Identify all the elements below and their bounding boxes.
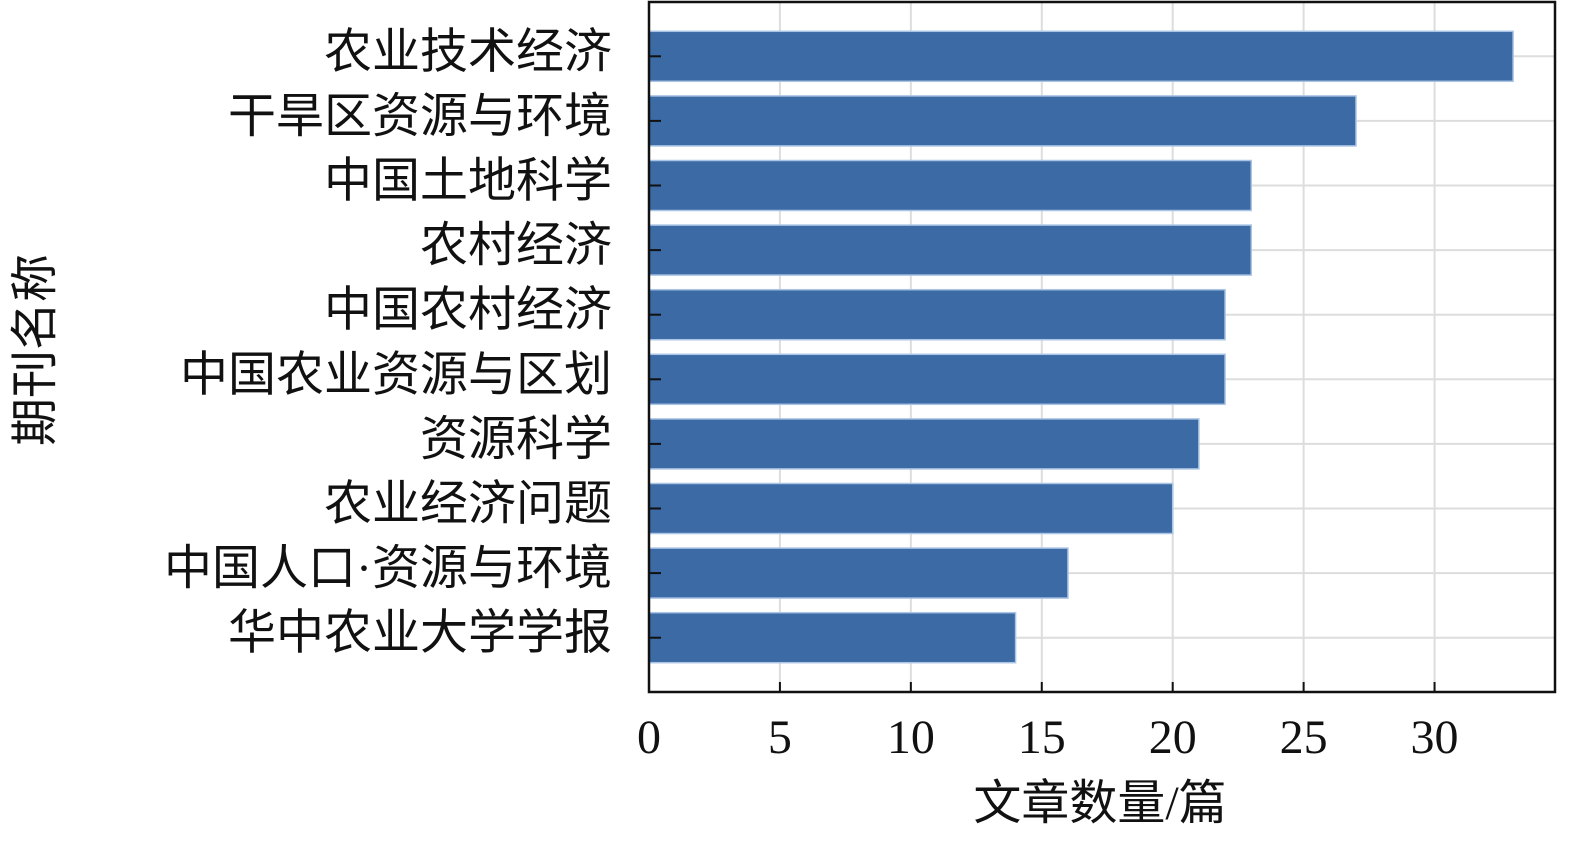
y-tick-label: 农村经济 xyxy=(420,219,612,272)
x-tick-label: 15 xyxy=(1018,711,1066,764)
bar xyxy=(648,159,1253,212)
x-tick-label: 0 xyxy=(637,711,661,764)
bar xyxy=(648,547,1069,599)
x-tick-label: 5 xyxy=(768,711,792,764)
y-tick-label: 中国农业资源与区划 xyxy=(180,348,612,401)
bar xyxy=(648,482,1174,535)
bar xyxy=(648,30,1514,83)
y-tick-label: 中国人口·资源与环境 xyxy=(164,542,612,595)
y-tick-label: 华中农业大学学报 xyxy=(228,607,612,660)
x-tick-label: 20 xyxy=(1149,711,1197,764)
x-tick-label: 30 xyxy=(1411,711,1459,764)
y-tick-label: 中国土地科学 xyxy=(324,155,612,208)
x-axis-label: 文章数量/篇 xyxy=(973,777,1226,830)
y-axis-label: 期刊名称 xyxy=(9,254,62,446)
bar xyxy=(648,353,1226,406)
x-tick-label: 25 xyxy=(1280,711,1328,764)
bar xyxy=(648,95,1357,147)
bar xyxy=(648,418,1200,470)
bar xyxy=(648,611,1017,664)
y-tick-label: 资源科学 xyxy=(420,413,612,466)
bar xyxy=(648,288,1226,341)
plot-frame xyxy=(647,0,1557,694)
y-tick-label: 农业经济问题 xyxy=(324,478,612,531)
y-tick-label: 农业技术经济 xyxy=(324,25,612,78)
bar xyxy=(648,224,1253,276)
x-tick-label: 10 xyxy=(887,711,935,764)
y-tick-label: 中国农村经济 xyxy=(324,284,612,337)
y-tick-label: 干旱区资源与环境 xyxy=(228,90,612,143)
